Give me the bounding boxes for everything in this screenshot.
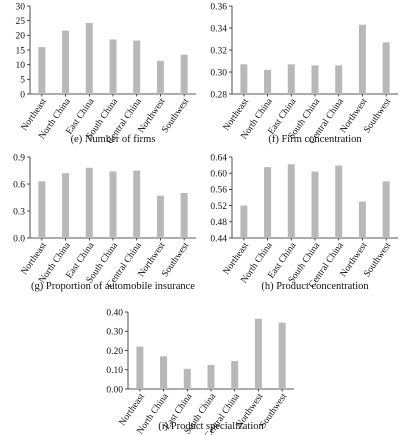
y-tick-label: 0.48: [210, 218, 227, 228]
y-tick-label: 0.10: [106, 366, 123, 376]
y-tick-label: 0.60: [210, 170, 227, 180]
y-tick-label: 0.3: [13, 207, 25, 217]
bar: [311, 171, 319, 238]
bar: [38, 47, 46, 94]
bar: [311, 65, 319, 94]
chart-caption: (g) Proportion of automobile insurance: [31, 281, 195, 292]
y-tick-label: 0.34: [210, 24, 227, 34]
bar: [254, 318, 262, 389]
bar: [160, 356, 168, 389]
y-tick-label: 30: [16, 2, 26, 12]
bar: [287, 64, 295, 94]
bar: [133, 40, 141, 94]
bar: [287, 164, 295, 238]
y-tick-label: 0.52: [210, 202, 227, 212]
bar: [358, 24, 366, 95]
y-tick-label: 25: [16, 17, 26, 27]
y-tick-label: 0.32: [210, 46, 227, 56]
y-tick-label: 0.40: [106, 308, 123, 318]
y-tick-label: 0.64: [210, 153, 227, 163]
bar: [109, 39, 117, 94]
bar: [264, 69, 272, 94]
bar: [62, 30, 70, 94]
bar: [358, 201, 366, 238]
bar: [180, 54, 188, 94]
bar: [156, 195, 164, 238]
bar: [335, 65, 343, 94]
bar: [207, 364, 215, 389]
y-tick-label: 10: [16, 61, 26, 71]
y-tick-label: 0.9: [13, 153, 25, 163]
chart-caption: (i) Product specialization: [158, 421, 264, 432]
y-tick-label: 0.30: [106, 328, 123, 338]
y-tick-label: 15: [16, 46, 26, 56]
y-tick-label: 0.0: [13, 234, 25, 244]
y-tick-label: 0: [20, 90, 25, 100]
bar: [62, 173, 70, 238]
bar: [240, 205, 248, 238]
y-tick-label: 0.20: [106, 347, 123, 357]
y-tick-label: 0.44: [210, 234, 227, 244]
y-tick-label: 0.30: [210, 68, 227, 78]
y-tick-label: 5: [20, 76, 25, 86]
y-tick-label: 0.6: [13, 180, 25, 190]
bar: [231, 361, 239, 389]
chart-caption: (h) Product concentration: [261, 281, 369, 292]
chart-caption: (f) Firm concentration: [268, 134, 362, 145]
bar: [382, 42, 390, 94]
bar: [38, 181, 46, 238]
bar: [264, 167, 272, 238]
bar: [180, 193, 188, 238]
bar: [278, 322, 286, 389]
bar: [335, 165, 343, 238]
bar: [85, 23, 93, 94]
y-tick-label: 0.36: [210, 2, 227, 12]
bar: [382, 181, 390, 238]
bar: [156, 60, 164, 94]
bar: [85, 167, 93, 238]
bar: [109, 171, 117, 238]
y-tick-label: 0.00: [106, 385, 123, 395]
y-tick-label: 0.28: [210, 90, 227, 100]
bar: [133, 170, 141, 238]
y-tick-label: 0.56: [210, 186, 227, 196]
chart-caption: (e) Number of firms: [70, 134, 156, 145]
bar: [240, 64, 248, 94]
bar: [183, 368, 191, 389]
bar: [136, 346, 144, 389]
y-tick-label: 20: [16, 32, 26, 42]
